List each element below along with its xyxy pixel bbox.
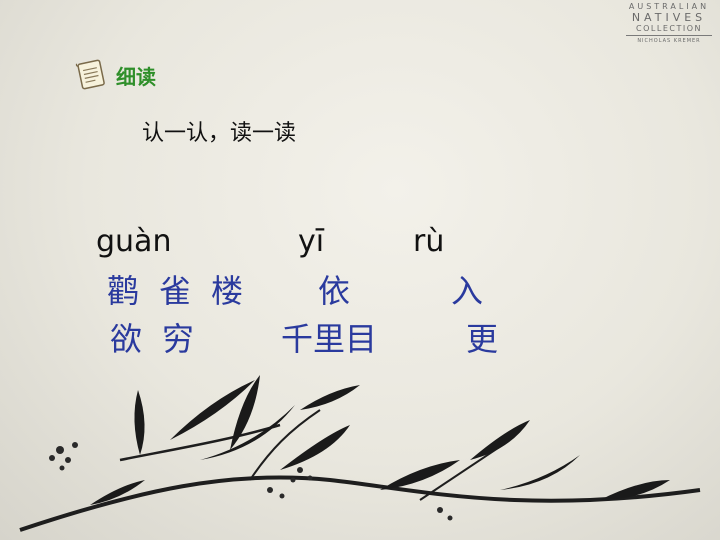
char-que: 雀 bbox=[159, 272, 192, 310]
logo-divider bbox=[626, 35, 712, 36]
logo-line-4: NICHOLAS KREMER bbox=[637, 38, 701, 44]
logo-line-1: AUSTRALIAN bbox=[628, 2, 710, 11]
char-yi: 依 bbox=[318, 272, 351, 310]
logo-line-3: COLLECTION bbox=[636, 24, 702, 33]
char-geng: 更 bbox=[466, 320, 499, 358]
phrase-qianlimu: 千里目 bbox=[281, 320, 378, 358]
pinyin-yi: yī bbox=[298, 224, 325, 259]
char-ru: 入 bbox=[451, 272, 484, 310]
logo-line-2: NATIVES bbox=[631, 11, 707, 24]
pinyin-ru: rù bbox=[413, 224, 445, 259]
char-qiong: 穷 bbox=[162, 320, 195, 358]
notepad-icon bbox=[75, 59, 105, 90]
char-lou: 楼 bbox=[211, 272, 244, 310]
ink-branch-decoration bbox=[19, 375, 701, 532]
pinyin-guan: guàn bbox=[96, 224, 172, 259]
section-title: 细读 bbox=[116, 65, 156, 89]
brand-logo: AUSTRALIAN NATIVES COLLECTION NICHOLAS K… bbox=[622, 2, 716, 48]
char-yu: 欲 bbox=[110, 320, 143, 358]
char-guan: 鹳 bbox=[107, 272, 140, 310]
instruction-text: 认一认，读一读 bbox=[142, 121, 297, 146]
